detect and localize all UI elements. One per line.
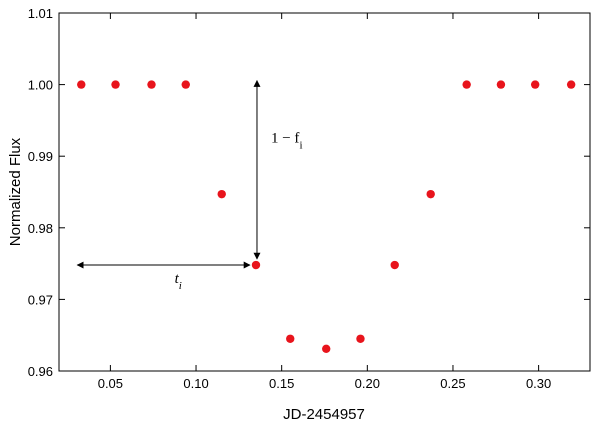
y-axis-title: Normalized Flux <box>7 137 24 246</box>
data-points <box>77 80 576 354</box>
x-axis: 0.05 0.10 0.15 0.20 0.25 0.30 <box>98 13 551 391</box>
data-point <box>496 80 506 89</box>
data-point <box>77 80 86 89</box>
data-point <box>530 80 540 89</box>
data-point <box>426 189 435 199</box>
data-point <box>251 260 261 270</box>
x-tick-label: 0.10 <box>183 376 208 391</box>
depth-arrow-label: 1 − fi <box>271 131 303 152</box>
x-axis-title: JD-2454957 <box>283 406 365 423</box>
data-point <box>181 80 190 89</box>
data-point <box>390 260 399 270</box>
x-tick-label: 0.15 <box>269 376 294 391</box>
y-tick-label: 0.96 <box>28 364 53 379</box>
x-tick-label: 0.05 <box>98 376 123 391</box>
data-point <box>111 80 120 89</box>
time-arrow-label: ti <box>175 271 182 292</box>
x-tick-label: 0.30 <box>526 376 551 391</box>
x-tick-label: 0.25 <box>440 376 465 391</box>
x-tick-label: 0.20 <box>355 376 380 391</box>
data-point <box>217 189 226 199</box>
y-axis: 0.96 0.97 0.98 0.99 1.00 1.01 <box>28 6 590 379</box>
y-tick-label: 0.98 <box>28 221 53 236</box>
data-point <box>322 344 331 354</box>
data-point <box>462 80 471 89</box>
y-tick-label: 0.99 <box>28 149 53 164</box>
plot-frame <box>58 12 591 372</box>
annotations: 1 − fi ti <box>76 79 303 292</box>
data-point <box>147 80 156 89</box>
data-point <box>356 334 365 343</box>
y-tick-label: 1.00 <box>28 78 53 93</box>
y-tick-label: 1.01 <box>28 6 53 21</box>
y-tick-label: 0.97 <box>28 292 53 307</box>
data-point <box>286 334 295 343</box>
data-point <box>566 80 576 89</box>
